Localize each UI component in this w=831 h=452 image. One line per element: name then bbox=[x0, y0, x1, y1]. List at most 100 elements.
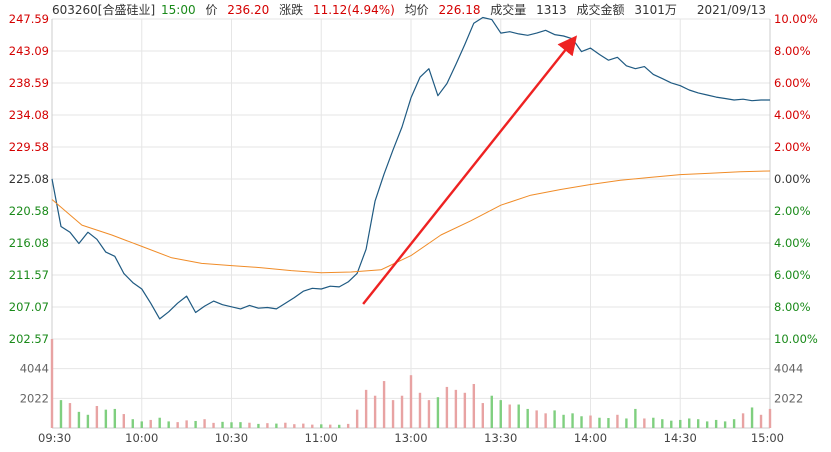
time-tick-label: 11:00 bbox=[305, 431, 338, 445]
volume-bar bbox=[768, 408, 772, 428]
volume-bar bbox=[625, 418, 628, 428]
percent-tick-label: 6.00% bbox=[774, 76, 811, 90]
volume-bar bbox=[526, 408, 529, 428]
price-tick-label: 225.08 bbox=[9, 172, 49, 186]
volume-bar bbox=[697, 419, 700, 428]
volume-bar bbox=[382, 381, 386, 428]
volume-bar bbox=[427, 400, 431, 428]
percent-tick-label: 4.00% bbox=[774, 236, 811, 250]
volume-bar bbox=[320, 424, 323, 428]
header-date: 2021/09/13 bbox=[697, 3, 766, 17]
price-tick-label: 243.09 bbox=[9, 44, 49, 58]
volume-bar bbox=[59, 400, 63, 428]
price-tick-label: 229.58 bbox=[9, 140, 49, 154]
volume-bar bbox=[490, 395, 493, 428]
volume-bar bbox=[472, 383, 476, 428]
volume-bar bbox=[95, 405, 99, 428]
volume-bar bbox=[50, 339, 54, 428]
price-tick-label: 220.58 bbox=[9, 204, 49, 218]
volume-bar bbox=[176, 422, 179, 428]
volume-tick-label-right: 2022 bbox=[774, 391, 803, 405]
percent-tick-label: 2.00% bbox=[774, 140, 811, 154]
header-stock: 603260[合盛硅业] 15:00 价 236.20 涨跌 11.12(4.9… bbox=[52, 2, 677, 17]
volume-bar bbox=[131, 419, 134, 428]
volume-bar bbox=[661, 419, 664, 428]
volume-bar bbox=[580, 416, 583, 428]
volume-bar bbox=[391, 400, 395, 428]
volume-bar bbox=[436, 397, 440, 428]
volume-bar bbox=[517, 404, 520, 428]
volume-tick-label-right: 4044 bbox=[774, 362, 803, 376]
volume-bar bbox=[194, 420, 197, 428]
volume-bar bbox=[329, 424, 332, 428]
amount-value: 3101万 bbox=[634, 3, 677, 17]
volume-bar bbox=[463, 392, 467, 428]
volume-bar bbox=[355, 409, 359, 428]
time-tick-label: 10:00 bbox=[125, 431, 158, 445]
volume-bar bbox=[212, 422, 215, 428]
volume-bar bbox=[257, 423, 260, 428]
volume-bar bbox=[643, 418, 646, 428]
volume-bar bbox=[275, 423, 278, 428]
volume-bar bbox=[759, 414, 763, 428]
percent-tick-label: 6.00% bbox=[774, 268, 811, 282]
percent-tick-label: 4.00% bbox=[774, 108, 811, 122]
percent-tick-label: 2.00% bbox=[774, 204, 811, 218]
price-value: 236.20 bbox=[227, 3, 269, 17]
volume-bar bbox=[723, 421, 727, 428]
price-tick-label: 238.59 bbox=[9, 76, 49, 90]
avg-label: 均价 bbox=[405, 3, 429, 17]
trend-arrow bbox=[362, 35, 578, 305]
volume-bar bbox=[508, 404, 511, 428]
volume-tick-label: 2022 bbox=[20, 391, 49, 405]
volume-bar bbox=[122, 414, 125, 428]
price-tick-label: 216.08 bbox=[9, 236, 49, 250]
volume-bar bbox=[607, 418, 610, 428]
volume-bar bbox=[688, 418, 691, 428]
change-label: 涨跌 bbox=[279, 2, 303, 17]
volume-bar bbox=[652, 417, 655, 428]
grid bbox=[51, 18, 771, 429]
price-tick-label: 207.07 bbox=[9, 300, 49, 314]
arrow-line bbox=[362, 35, 578, 305]
volume-bar bbox=[373, 395, 377, 428]
time-tick-label: 14:30 bbox=[664, 431, 697, 445]
volume-bar bbox=[86, 414, 90, 428]
time-tick-label: 09:30 bbox=[38, 431, 71, 445]
volume-bar bbox=[68, 403, 72, 428]
volume-bar bbox=[167, 421, 170, 428]
volume-bar bbox=[553, 410, 556, 428]
price-line bbox=[51, 16, 770, 320]
volume-value: 1313 bbox=[536, 3, 567, 17]
percent-tick-label: 8.00% bbox=[774, 300, 811, 314]
volume-bar bbox=[113, 408, 117, 428]
time-axis-labels: 09:30 10:00 10:30 11:00 13:00 13:30 14:00 14:30… bbox=[38, 431, 784, 445]
volume-bar bbox=[679, 419, 682, 428]
volume-bar bbox=[221, 421, 224, 428]
volume-bar bbox=[598, 417, 601, 428]
price-lines bbox=[51, 16, 771, 320]
volume-bar bbox=[302, 423, 305, 428]
volume-bar bbox=[400, 395, 404, 428]
volume-axis-labels: 4044 4044 2022 2022 bbox=[20, 362, 804, 406]
price-tick-label: 211.57 bbox=[9, 268, 49, 282]
volume-bar bbox=[104, 409, 108, 428]
volume-bar bbox=[562, 414, 565, 428]
volume-bar bbox=[338, 424, 341, 428]
header-time: 15:00 bbox=[161, 3, 196, 17]
time-tick-label: 10:30 bbox=[215, 431, 248, 445]
volume-bar bbox=[616, 414, 619, 428]
price-label: 价 bbox=[205, 3, 217, 17]
volume-bar bbox=[230, 422, 233, 428]
price-axis-labels: 247.59 243.09 238.59 234.08 229.58 225.08 220.… bbox=[9, 12, 49, 346]
volume-bar bbox=[239, 422, 242, 428]
price-tick-label: 202.57 bbox=[9, 332, 49, 346]
volume-bar bbox=[203, 419, 206, 428]
volume-bar bbox=[741, 413, 745, 428]
time-tick-label: 13:30 bbox=[484, 431, 517, 445]
percent-tick-label: 8.00% bbox=[774, 44, 811, 58]
volume-bar bbox=[670, 420, 673, 428]
time-tick-label: 15:00 bbox=[751, 431, 784, 445]
